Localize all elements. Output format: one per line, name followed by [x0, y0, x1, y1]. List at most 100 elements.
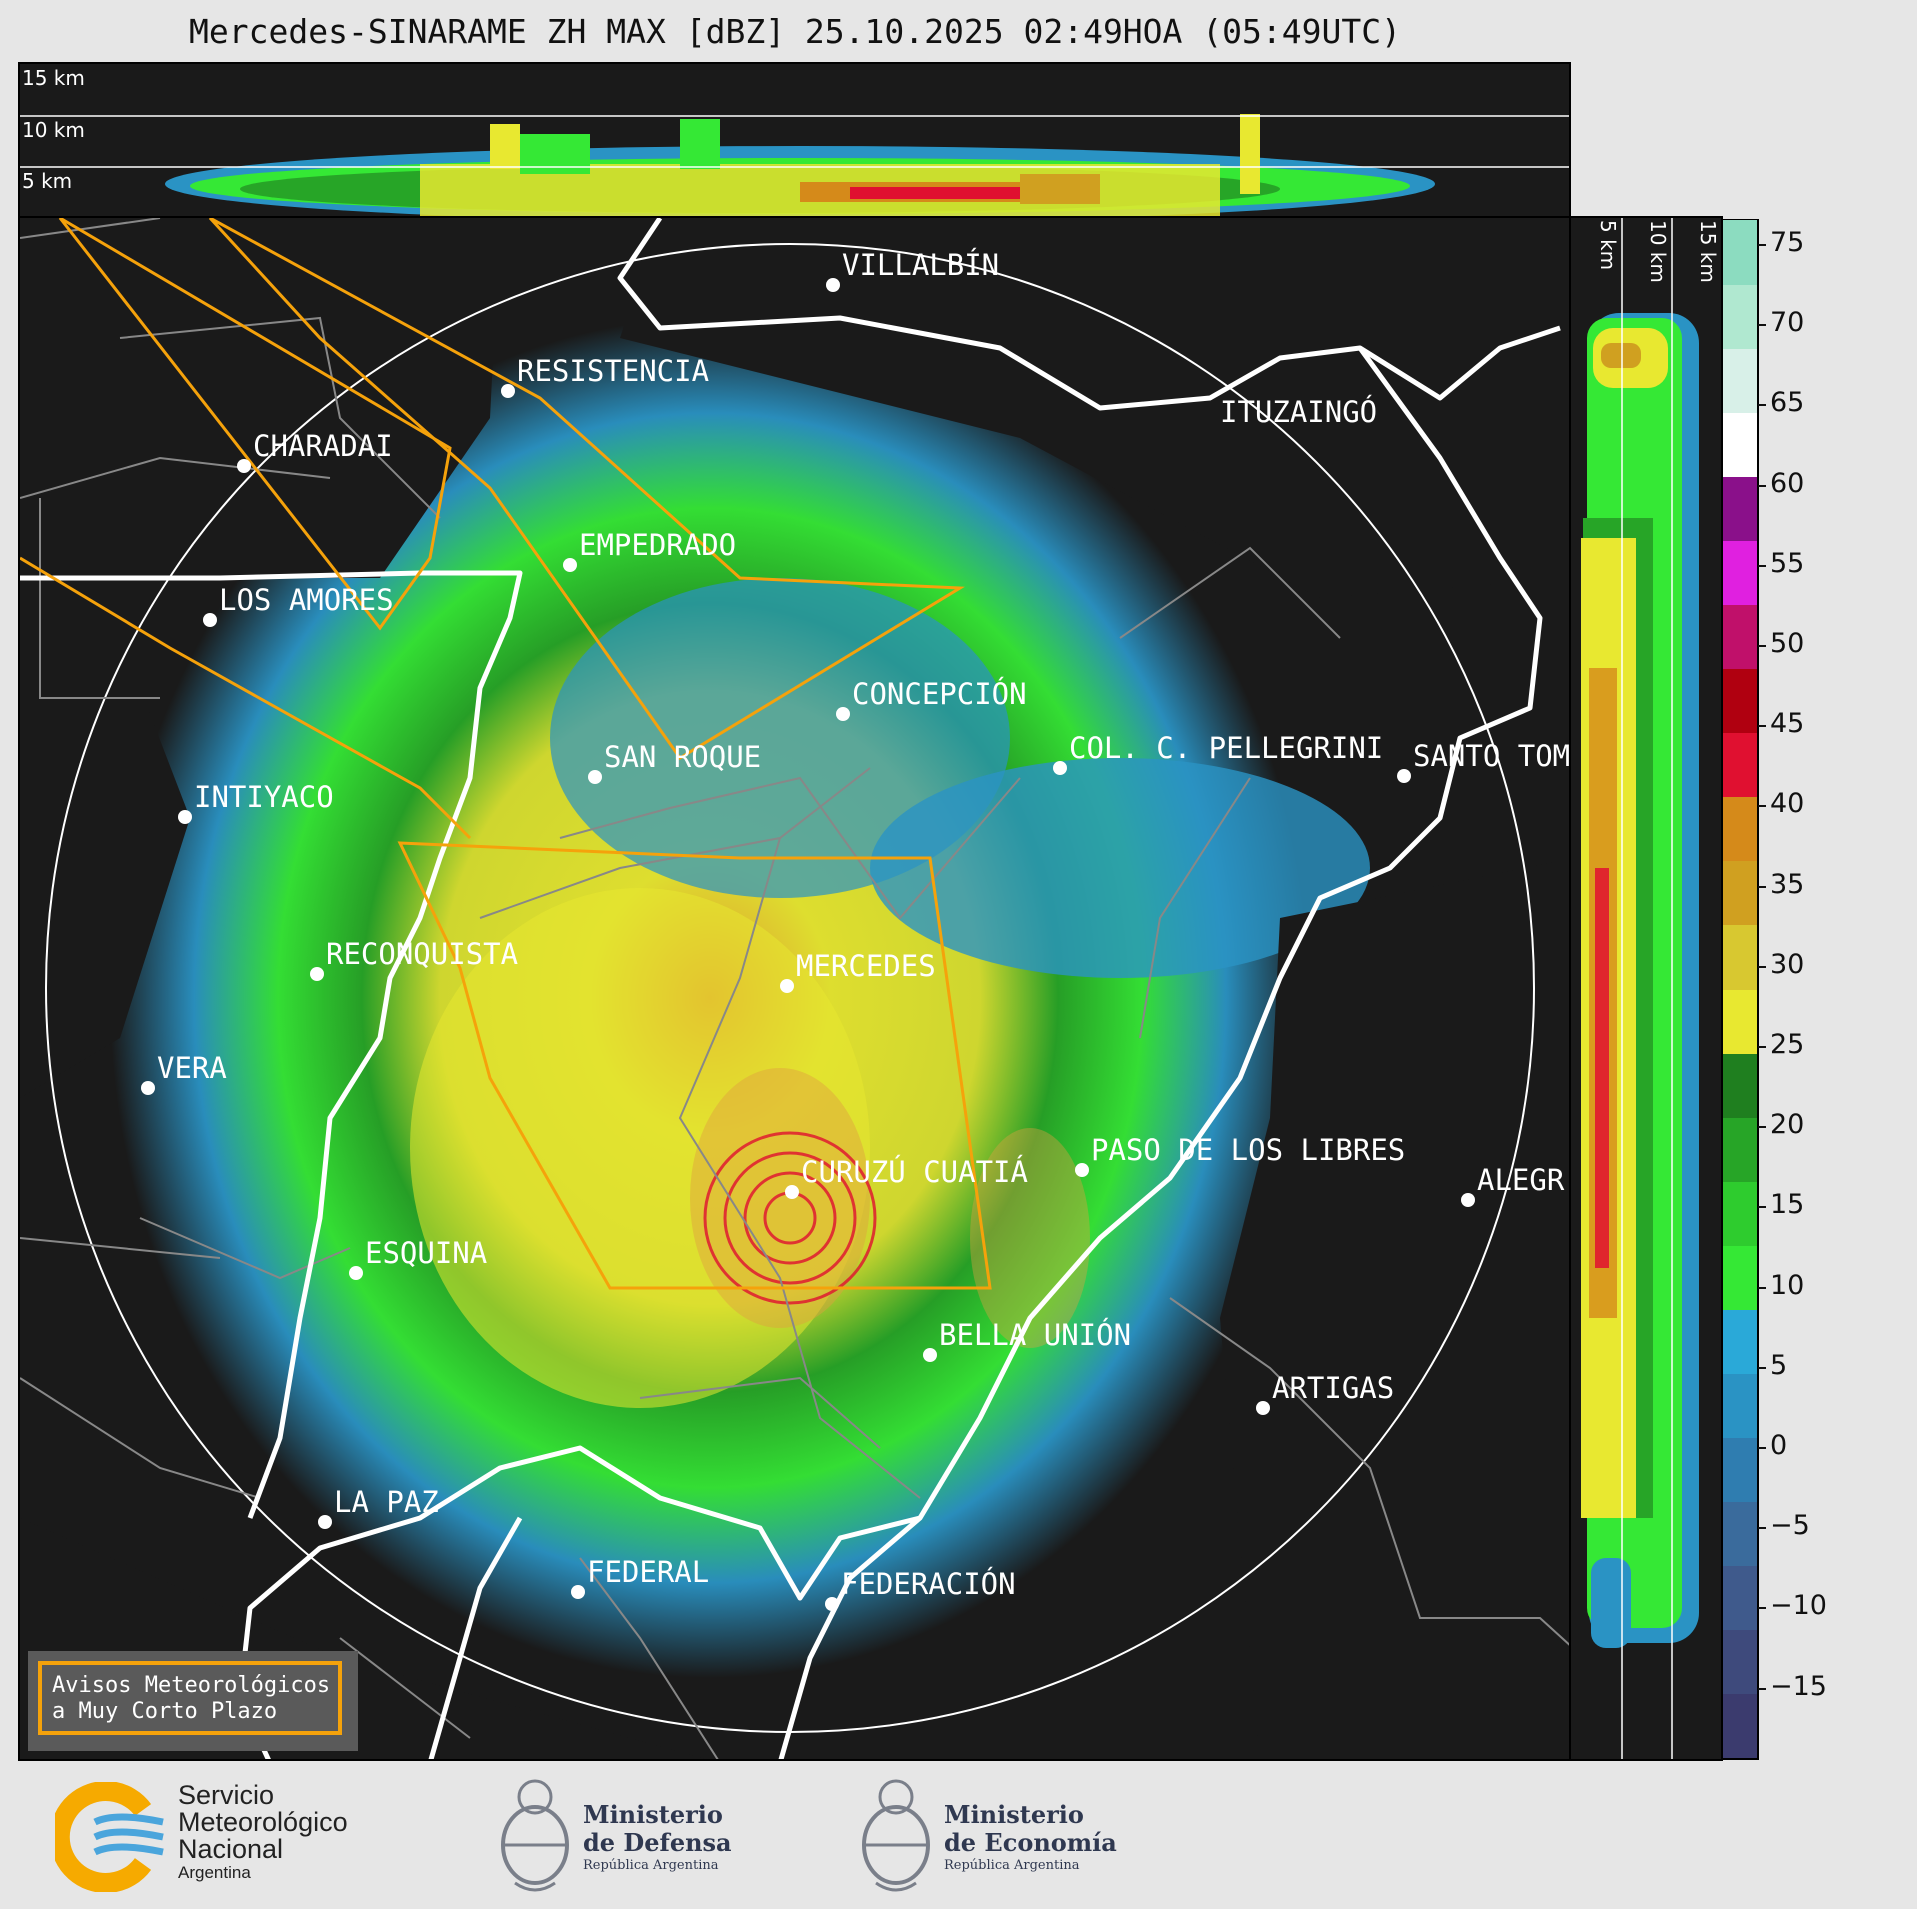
- colorbar-segment: [1723, 1372, 1757, 1438]
- colorbar-tick-label: 70: [1770, 307, 1805, 339]
- city-dot: [318, 1515, 332, 1529]
- colorbar-segment: [1723, 796, 1757, 862]
- colorbar-segment: [1723, 1308, 1757, 1374]
- city-dot: [1461, 1193, 1475, 1207]
- colorbar-tick-label: 35: [1770, 868, 1805, 900]
- city-label-ituzaingo: ITUZAINGÓ: [1220, 395, 1378, 429]
- city-dot: [1397, 769, 1411, 783]
- city-label-santo-tome: SANTO TOM: [1413, 739, 1571, 773]
- colorbar-segment: [1723, 412, 1757, 478]
- colorbar-tick-mark: [1758, 965, 1766, 968]
- colorbar-segment: [1723, 1180, 1757, 1246]
- colorbar-segment: [1723, 284, 1757, 350]
- city-label-concepcion: CONCEPCIÓN: [852, 677, 1027, 711]
- top-cross-section-image: [20, 114, 1569, 216]
- city-dot: [923, 1348, 937, 1362]
- city-label-charadai: CHARADAI: [253, 429, 393, 463]
- altitude-label-10km: 10 km: [22, 118, 85, 142]
- economia-line-1: Ministerio: [944, 1800, 1084, 1829]
- colorbar-segment: [1723, 348, 1757, 414]
- colorbar-segment: [1723, 668, 1757, 734]
- city-label-san-roque: SAN ROQUE: [604, 740, 762, 774]
- colorbar-segment: [1723, 1244, 1757, 1310]
- economia-line-2: de Economía: [944, 1828, 1117, 1857]
- colorbar-tick-mark: [1758, 1046, 1766, 1048]
- colorbar-segment: [1723, 988, 1757, 1054]
- colorbar-tick-mark: [1758, 1366, 1766, 1369]
- side-cross-section-panel: 5 km 10 km 15 km: [1569, 216, 1723, 1761]
- city-label-los-amores: LOS AMORES: [219, 583, 394, 617]
- colorbar-tick-label: −15: [1770, 1670, 1827, 1702]
- city-dot: [785, 1185, 799, 1199]
- city-label-alegrete: ALEGR: [1477, 1163, 1565, 1197]
- city-dot: [501, 384, 515, 398]
- colorbar-tick-mark: [1758, 725, 1766, 728]
- colorbar-tick-label: 5: [1770, 1349, 1788, 1381]
- colorbar-segment: [1723, 732, 1757, 798]
- city-dot: [178, 810, 192, 824]
- city-dot: [1256, 1401, 1270, 1415]
- city-label-villalbin: VILLALBÍN: [842, 248, 1000, 282]
- city-dot: [825, 1597, 839, 1611]
- colorbar-segment: [1723, 1500, 1757, 1566]
- city-dot: [1075, 1163, 1089, 1177]
- smn-line-3: Nacional: [178, 1834, 284, 1864]
- colorbar-segment: [1723, 1436, 1757, 1502]
- side-altitude-label-10km: 10 km: [1646, 220, 1670, 283]
- side-cross-section-image: [1581, 218, 1699, 1759]
- radar-map-panel[interactable]: VILLALBÍN RESISTENCIA CHARADAI ITUZAINGÓ…: [18, 216, 1571, 1761]
- colorbar-tick-label: 0: [1770, 1430, 1788, 1461]
- colorbar-tick-mark: [1758, 564, 1766, 567]
- colorbar-tick-mark: [1758, 1687, 1766, 1690]
- city-dot: [780, 979, 794, 993]
- colorbar-tick-label: 40: [1770, 788, 1805, 820]
- colorbar-tick-label: 30: [1770, 948, 1805, 980]
- colorbar-tick-label: 65: [1770, 387, 1805, 419]
- colorbar-tick-label: 20: [1770, 1109, 1805, 1141]
- city-dot: [571, 1585, 585, 1599]
- defensa-coat-of-arms-icon: [501, 1779, 569, 1892]
- city-label-curuzu-cuatia: CURUZÚ CUATIÁ: [801, 1155, 1028, 1189]
- city-label-esquina: ESQUINA: [365, 1236, 488, 1270]
- city-dot: [588, 770, 602, 784]
- dbz-colorbar: [1721, 219, 1759, 1760]
- colorbar-tick-mark: [1758, 885, 1766, 888]
- legend-line-1: Avisos Meteorológicos: [52, 1673, 331, 1698]
- city-dot: [310, 967, 324, 981]
- smn-logo: Servicio Meteorológico Nacional Argentin…: [55, 1782, 395, 1892]
- legend-line-2: a Muy Corto Plazo: [52, 1699, 278, 1724]
- altitude-label-15km: 15 km: [22, 66, 85, 90]
- colorbar-tick-label: 10: [1770, 1269, 1805, 1301]
- city-label-empedrado: EMPEDRADO: [579, 528, 737, 562]
- city-label-la-paz: LA PAZ: [334, 1485, 439, 1519]
- colorbar-segment: [1723, 860, 1757, 926]
- city-label-federacion: FEDERACIÓN: [841, 1567, 1016, 1601]
- side-altitude-label-15km: 15 km: [1696, 220, 1720, 283]
- city-label-artigas: ARTIGAS: [1272, 1371, 1395, 1405]
- colorbar-tick-label: 45: [1770, 708, 1805, 740]
- colorbar-segment: [1723, 924, 1757, 990]
- economia-line-3: República Argentina: [944, 1858, 1080, 1873]
- city-dot: [563, 558, 577, 572]
- colorbar-segment: [1723, 1116, 1757, 1182]
- smn-logo-mark: [55, 1782, 164, 1892]
- ministerio-economia-logo: Ministerio de Economía República Argenti…: [856, 1775, 1136, 1900]
- city-label-bella-union: BELLA UNIÓN: [939, 1318, 1132, 1352]
- colorbar-segment: [1723, 1052, 1757, 1118]
- colorbar-tick-mark: [1758, 805, 1766, 808]
- smn-line-2: Meteorológico: [178, 1807, 348, 1837]
- defensa-line-3: República Argentina: [583, 1858, 719, 1873]
- colorbar-segment: [1723, 540, 1757, 606]
- colorbar-tick-label: 55: [1770, 547, 1805, 579]
- colorbar-segment: [1723, 220, 1757, 286]
- city-label-paso-de-los-libres: PASO DE LOS LIBRES: [1091, 1133, 1406, 1167]
- colorbar-tick-label: 60: [1770, 467, 1805, 499]
- defensa-line-2: de Defensa: [583, 1828, 732, 1857]
- colorbar-segment: [1723, 1692, 1757, 1758]
- city-dot: [836, 707, 850, 721]
- colorbar-tick-mark: [1758, 1286, 1766, 1289]
- city-dot: [1053, 761, 1067, 775]
- colorbar-tick-mark: [1758, 1206, 1766, 1209]
- city-label-col-c-pellegrini: COL. C. PELLEGRINI: [1069, 731, 1384, 765]
- page-title: Mercedes-SINARAME ZH MAX [dBZ] 25.10.202…: [189, 12, 1401, 51]
